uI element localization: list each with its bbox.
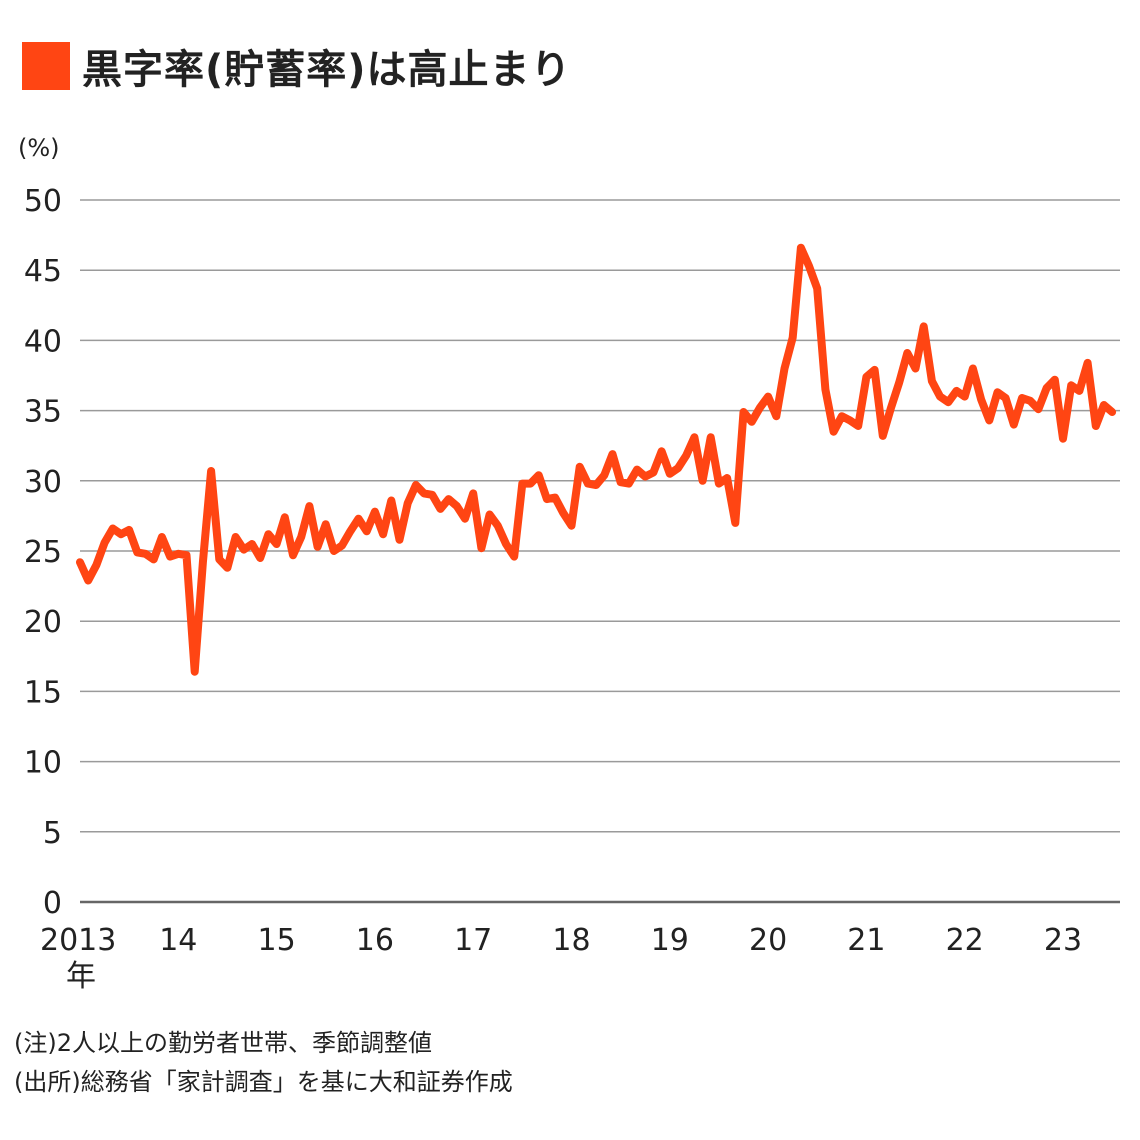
y-tick-label-25: 25	[24, 535, 62, 570]
x-tick-label-17: 17	[454, 923, 492, 958]
y-tick-label-45: 45	[24, 254, 62, 289]
y-tick-label-30: 30	[24, 465, 62, 500]
x-tick-label-15: 15	[258, 923, 296, 958]
y-tick-label-50: 50	[24, 184, 62, 219]
y-tick-label-40: 40	[24, 324, 62, 359]
y-tick-label-15: 15	[24, 675, 62, 710]
x-tick-label-18: 18	[552, 923, 590, 958]
y-tick-labels: 0 5 10 15 20 25 30 35 40 45 50	[24, 184, 62, 921]
series-layer	[76, 243, 1117, 676]
footnote-source: (出所)総務省「家計調査」を基に大和証券作成	[14, 1068, 513, 1096]
y-tick-label-20: 20	[24, 605, 62, 640]
y-axis-unit-label: (%)	[18, 134, 60, 162]
y-tick-label-0: 0	[43, 886, 62, 921]
x-tick-label-20: 20	[749, 923, 787, 958]
title-marker-square	[22, 42, 70, 90]
x-tick-label-19: 19	[651, 923, 689, 958]
chart-title: 黒字率(貯蓄率)は高止まり	[82, 47, 572, 93]
x-tick-label-23: 23	[1044, 923, 1082, 958]
footnotes: (注)2人以上の勤労者世帯、季節調整値 (出所)総務省「家計調査」を基に大和証券…	[14, 1024, 513, 1102]
gridlines	[80, 199, 1120, 904]
series-line-0	[76, 243, 1117, 676]
chart-title-row: 黒字率(貯蓄率)は高止まり	[22, 40, 572, 93]
y-tick-label-35: 35	[24, 395, 62, 430]
x-tick-label-16: 16	[356, 923, 394, 958]
x-tick-label-14: 14	[159, 923, 197, 958]
x-tick-label-22: 22	[946, 923, 984, 958]
x-tick-label-2013: 2013	[40, 923, 116, 958]
x-axis-year-suffix: 年	[66, 959, 96, 994]
y-tick-label-5: 5	[43, 816, 62, 851]
x-tick-label-21: 21	[847, 923, 885, 958]
footnote-note: (注)2人以上の勤労者世帯、季節調整値	[14, 1029, 432, 1057]
y-tick-label-10: 10	[24, 746, 62, 781]
